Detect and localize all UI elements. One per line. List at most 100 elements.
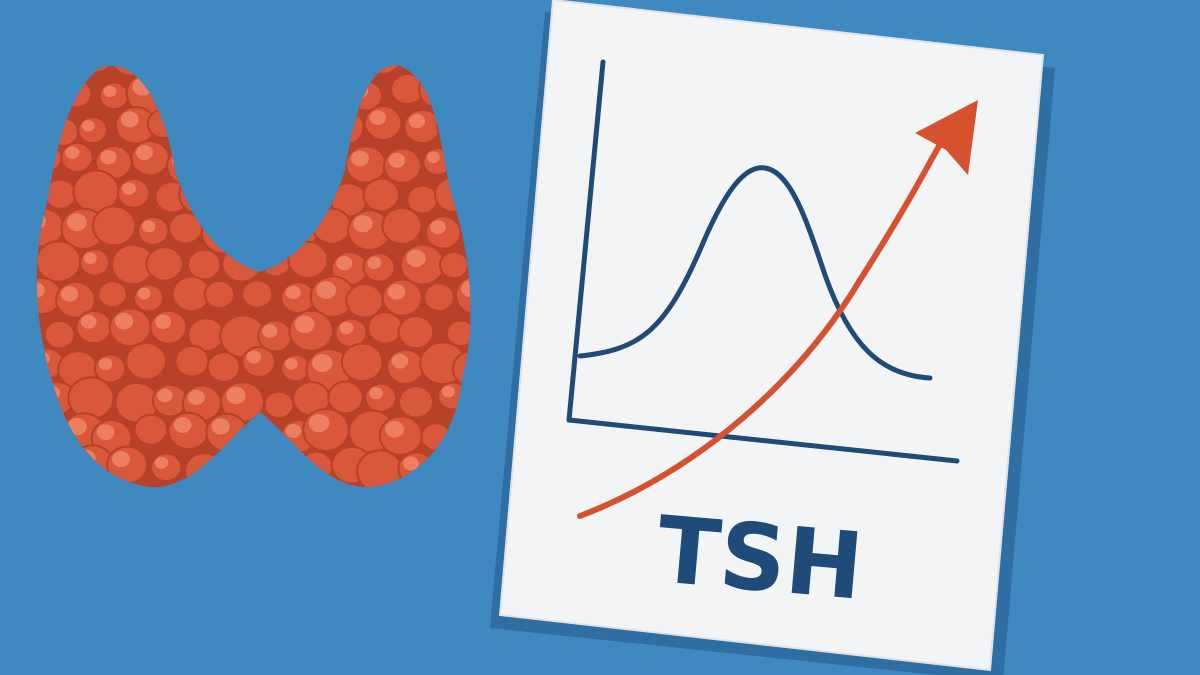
nodule-highlight bbox=[294, 179, 310, 194]
nodule-highlight bbox=[388, 152, 406, 168]
y-axis bbox=[566, 59, 606, 423]
nodule-highlight bbox=[391, 353, 409, 369]
thyroid-nodule bbox=[187, 248, 222, 281]
nodule-highlight bbox=[285, 285, 301, 300]
thyroid-nodule bbox=[168, 212, 204, 245]
nodule-highlight bbox=[246, 350, 262, 364]
thyroid-gland bbox=[36, 44, 471, 488]
thyroid-nodule bbox=[364, 382, 398, 413]
thyroid-nodule bbox=[420, 422, 452, 452]
thyroid-nodule bbox=[133, 283, 165, 313]
thyroid-nodule bbox=[323, 107, 365, 147]
nodule-highlight bbox=[387, 283, 406, 300]
thyroid-nodule bbox=[36, 143, 63, 173]
nodule-highlight bbox=[186, 47, 204, 63]
nodule-highlight bbox=[367, 256, 382, 269]
thyroid-nodule bbox=[345, 283, 384, 319]
nodule-highlight bbox=[207, 217, 228, 236]
nodule-highlight bbox=[353, 84, 369, 98]
thyroid-nodule bbox=[184, 452, 225, 488]
thyroid-nodule bbox=[146, 108, 180, 140]
nodule-highlight bbox=[339, 321, 354, 335]
nodule-highlight bbox=[65, 146, 80, 159]
nodule-highlight bbox=[284, 358, 298, 370]
nodule-highlight bbox=[308, 413, 330, 433]
nodule-highlight bbox=[36, 417, 46, 432]
thyroid-nodule bbox=[244, 81, 280, 114]
thyroid-nodule bbox=[400, 65, 437, 73]
thyroid-nodule bbox=[362, 177, 400, 213]
thyroid-nodule bbox=[36, 77, 63, 116]
nodule-highlight bbox=[211, 418, 230, 435]
thyroid-nodule bbox=[151, 383, 189, 418]
nodule-highlight bbox=[36, 212, 47, 230]
thyroid-nodule bbox=[422, 147, 454, 176]
thyroid-nodule bbox=[260, 249, 291, 278]
thyroid-nodule bbox=[397, 451, 435, 487]
thyroid-nodule bbox=[459, 211, 471, 248]
nodule-highlight bbox=[120, 111, 139, 128]
thyroid-nodule bbox=[378, 415, 423, 457]
thyroid-nodule bbox=[241, 279, 274, 309]
nodule-highlight bbox=[423, 76, 442, 92]
nodule-highlight bbox=[98, 357, 113, 370]
thyroid-nodule bbox=[336, 65, 370, 75]
thyroid-nodule bbox=[435, 105, 471, 146]
thyroid-nodule bbox=[255, 451, 293, 487]
thyroid-nodule bbox=[462, 422, 471, 452]
thyroid-nodule bbox=[299, 450, 334, 483]
thyroid-nodule bbox=[424, 215, 462, 250]
nodule-highlight bbox=[172, 152, 190, 169]
thyroid-nodule bbox=[108, 307, 152, 348]
nodule-highlight bbox=[247, 424, 265, 440]
nodule-highlight bbox=[336, 256, 353, 271]
nodule-highlight bbox=[351, 150, 369, 167]
thyroid-nodule bbox=[381, 206, 423, 245]
thyroid-nodule bbox=[288, 309, 334, 352]
thyroid-nodule bbox=[98, 81, 130, 111]
nodule-highlight bbox=[247, 151, 264, 167]
thyroid-nodule bbox=[311, 207, 352, 245]
thyroid-nodule bbox=[150, 452, 183, 483]
nodule-highlight bbox=[154, 456, 169, 469]
thyroid-nodule bbox=[67, 376, 115, 420]
nodule-highlight bbox=[36, 352, 50, 366]
thyroid-nodule bbox=[167, 411, 210, 451]
rising-arrow-line bbox=[577, 132, 948, 519]
thyroid-nodule bbox=[433, 176, 471, 213]
nodule-highlight bbox=[187, 389, 205, 406]
nodule-highlight bbox=[81, 120, 95, 132]
thyroid-nodule bbox=[110, 65, 152, 77]
nodule-highlight bbox=[313, 154, 330, 169]
thyroid-nodule bbox=[242, 210, 278, 243]
nodule-highlight bbox=[461, 280, 471, 298]
thyroid-nodule bbox=[418, 71, 459, 109]
x-axis bbox=[566, 417, 960, 464]
nodule-highlight bbox=[465, 82, 471, 97]
arrow-head-icon bbox=[915, 100, 978, 175]
nodule-highlight bbox=[426, 151, 440, 164]
nodule-highlight bbox=[221, 112, 239, 128]
thyroid-nodule bbox=[60, 78, 93, 109]
nodule-highlight bbox=[77, 449, 96, 467]
thyroid-nodule bbox=[202, 80, 238, 113]
nodule-highlight bbox=[285, 423, 302, 439]
thyroid-nodule bbox=[438, 251, 470, 280]
thyroid-nodule bbox=[275, 74, 322, 119]
nodule-highlight bbox=[259, 182, 277, 197]
thyroid-nodule bbox=[41, 451, 80, 488]
thyroid-nodule bbox=[451, 349, 471, 389]
thyroid-nodule bbox=[106, 445, 149, 485]
thyroid-nodule bbox=[345, 145, 387, 184]
thyroid-nodule bbox=[36, 240, 82, 283]
thyroid-nodule bbox=[454, 274, 471, 316]
nodule-highlight bbox=[173, 417, 192, 433]
thyroid-nodule bbox=[263, 390, 295, 420]
nodule-highlight bbox=[157, 388, 173, 403]
nodule-highlight bbox=[406, 44, 421, 58]
nodule-highlight bbox=[262, 324, 278, 338]
nodule-highlight bbox=[67, 417, 87, 436]
thyroid-nodule bbox=[306, 73, 347, 111]
thyroid-nodule bbox=[363, 105, 403, 141]
nodule-highlight bbox=[36, 282, 45, 298]
